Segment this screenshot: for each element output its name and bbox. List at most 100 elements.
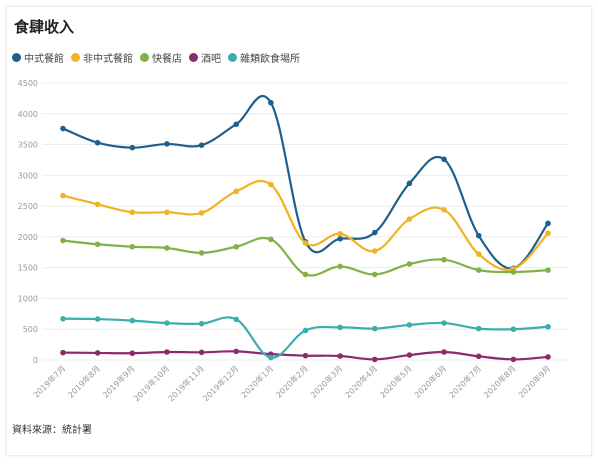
- data-point-4-12[interactable]: [475, 325, 482, 332]
- legend-item-4[interactable]: 雜類飲食場所: [228, 50, 300, 65]
- legend-item-0[interactable]: 中式餐館: [12, 50, 64, 65]
- data-point-1-0[interactable]: [60, 192, 66, 199]
- data-point-2-11[interactable]: [441, 256, 447, 263]
- x-tick-label-4: 2019年11月: [166, 363, 206, 403]
- data-point-4-8[interactable]: [337, 324, 343, 331]
- data-point-4-2[interactable]: [129, 317, 136, 324]
- chart-card: [6, 6, 592, 456]
- data-point-1-7[interactable]: [302, 240, 309, 246]
- data-point-2-14[interactable]: [545, 267, 551, 273]
- x-tick-label-8: 2020年3月: [308, 363, 344, 399]
- legend-swatch-4: [228, 52, 237, 62]
- data-point-3-3[interactable]: [164, 349, 170, 355]
- data-point-3-0[interactable]: [60, 349, 66, 356]
- data-point-1-1[interactable]: [94, 201, 101, 208]
- data-point-2-9[interactable]: [371, 271, 378, 278]
- x-tick-label-13: 2020年8月: [481, 363, 517, 399]
- data-point-3-8[interactable]: [337, 353, 343, 359]
- data-point-0-14[interactable]: [545, 220, 551, 227]
- data-point-4-10[interactable]: [406, 322, 413, 328]
- data-point-4-5[interactable]: [233, 316, 240, 323]
- data-point-4-13[interactable]: [510, 326, 517, 333]
- data-point-2-2[interactable]: [129, 243, 136, 250]
- data-point-3-14[interactable]: [545, 354, 551, 360]
- legend-item-2[interactable]: 快餐店: [140, 50, 182, 65]
- legend-label-1: 非中式餐館: [83, 53, 133, 65]
- data-point-0-0[interactable]: [60, 125, 66, 132]
- data-point-1-4[interactable]: [198, 210, 205, 216]
- data-point-4-1[interactable]: [94, 316, 101, 322]
- data-point-2-6[interactable]: [268, 236, 274, 243]
- data-point-3-4[interactable]: [198, 349, 205, 356]
- data-point-4-14[interactable]: [545, 323, 551, 330]
- data-point-0-8[interactable]: [337, 235, 343, 242]
- data-point-1-12[interactable]: [475, 251, 482, 257]
- data-point-0-12[interactable]: [475, 232, 482, 239]
- data-point-0-6[interactable]: [268, 99, 274, 106]
- data-point-1-11[interactable]: [441, 207, 447, 213]
- data-point-2-4[interactable]: [198, 250, 205, 256]
- legend-item-3[interactable]: 酒吧: [189, 50, 221, 65]
- data-point-2-8[interactable]: [337, 263, 343, 270]
- series-3: [60, 348, 551, 363]
- data-point-4-4[interactable]: [198, 320, 205, 327]
- data-point-2-5[interactable]: [233, 243, 240, 250]
- legend-item-1[interactable]: 非中式餐館: [71, 50, 133, 65]
- data-point-2-13[interactable]: [510, 269, 517, 275]
- data-point-1-14[interactable]: [545, 230, 551, 236]
- data-point-2-3[interactable]: [164, 245, 170, 251]
- data-point-4-0[interactable]: [60, 315, 66, 322]
- data-point-1-9[interactable]: [371, 248, 378, 254]
- data-point-4-6[interactable]: [268, 354, 274, 361]
- legend-swatch-0: [12, 52, 21, 62]
- y-tick-label-8: 4000: [18, 110, 38, 119]
- data-point-1-2[interactable]: [129, 209, 136, 216]
- x-tick-label-6: 2020年1月: [239, 363, 275, 399]
- x-tick-label-3: 2019年10月: [131, 363, 171, 403]
- data-point-2-0[interactable]: [60, 237, 66, 244]
- data-point-1-5[interactable]: [233, 188, 240, 195]
- data-point-0-3[interactable]: [164, 141, 170, 147]
- data-point-3-7[interactable]: [302, 352, 309, 359]
- legend-swatch-3: [189, 52, 198, 62]
- x-tick-label-5: 2019年12月: [201, 363, 241, 403]
- data-point-0-5[interactable]: [233, 121, 240, 128]
- data-point-0-2[interactable]: [129, 144, 136, 151]
- data-point-1-8[interactable]: [337, 231, 343, 237]
- data-point-2-12[interactable]: [475, 267, 482, 273]
- data-point-4-7[interactable]: [302, 327, 309, 334]
- data-point-0-11[interactable]: [441, 156, 447, 163]
- series-0: [60, 94, 551, 272]
- data-point-4-3[interactable]: [164, 320, 170, 326]
- data-point-0-9[interactable]: [371, 229, 378, 236]
- data-point-2-10[interactable]: [406, 261, 413, 267]
- data-point-3-11[interactable]: [441, 349, 447, 355]
- data-point-3-12[interactable]: [475, 353, 482, 360]
- legend-swatch-2: [140, 52, 149, 62]
- data-point-0-1[interactable]: [94, 139, 101, 146]
- data-point-3-2[interactable]: [129, 350, 136, 357]
- data-point-1-3[interactable]: [164, 209, 170, 216]
- series-line-4: [62, 316, 549, 359]
- gridlines: [42, 82, 568, 361]
- data-point-4-9[interactable]: [371, 325, 378, 332]
- x-axis-ticks: 2019年7月2019年8月2019年9月2019年10月2019年11月201…: [31, 363, 552, 403]
- data-point-2-7[interactable]: [302, 271, 309, 278]
- x-tick-label-9: 2020年4月: [343, 363, 379, 399]
- data-point-4-11[interactable]: [441, 320, 447, 326]
- data-point-0-4[interactable]: [198, 142, 205, 148]
- data-point-0-10[interactable]: [406, 180, 413, 187]
- legend-swatch-1: [71, 52, 80, 62]
- data-point-3-13[interactable]: [510, 356, 517, 363]
- data-point-1-6[interactable]: [268, 181, 274, 188]
- data-point-3-9[interactable]: [371, 356, 378, 363]
- data-point-3-10[interactable]: [406, 352, 413, 358]
- legend-label-2: 快餐店: [152, 53, 182, 65]
- data-point-3-5[interactable]: [233, 348, 240, 355]
- data-point-2-1[interactable]: [94, 241, 101, 248]
- data-point-3-1[interactable]: [94, 350, 101, 356]
- data-point-1-10[interactable]: [406, 216, 413, 222]
- x-tick-label-11: 2020年6月: [412, 363, 448, 399]
- x-tick-label-1: 2019年8月: [66, 363, 102, 399]
